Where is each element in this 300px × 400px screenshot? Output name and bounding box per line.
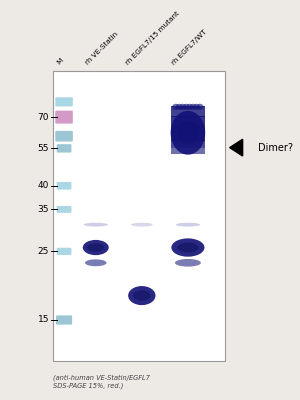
Text: 40: 40 (38, 181, 49, 190)
Bar (171, 125, 205, 133)
Text: 15: 15 (38, 316, 49, 324)
Ellipse shape (175, 259, 201, 266)
Text: rh VE-Statin: rh VE-Statin (84, 31, 119, 66)
Ellipse shape (190, 104, 197, 110)
Ellipse shape (171, 238, 205, 257)
Text: 70: 70 (38, 113, 49, 122)
Text: 25: 25 (38, 247, 49, 256)
Ellipse shape (176, 223, 200, 226)
Ellipse shape (131, 223, 153, 226)
Text: 55: 55 (38, 144, 49, 153)
FancyBboxPatch shape (55, 111, 73, 124)
FancyBboxPatch shape (57, 182, 71, 190)
Ellipse shape (177, 121, 199, 145)
FancyBboxPatch shape (55, 97, 73, 106)
Text: rh EGFL7/WT: rh EGFL7/WT (171, 28, 208, 66)
FancyBboxPatch shape (56, 316, 72, 324)
Bar (171, 132, 205, 141)
Text: M: M (56, 57, 64, 66)
Bar (171, 116, 205, 125)
Bar (171, 140, 205, 148)
Bar (171, 148, 205, 154)
Ellipse shape (179, 104, 186, 110)
Text: (anti-human VE-Statin/EGFL7
SDS-PAGE 15%, red.): (anti-human VE-Statin/EGFL7 SDS-PAGE 15%… (52, 374, 149, 389)
Ellipse shape (133, 290, 151, 301)
Ellipse shape (83, 223, 108, 226)
Ellipse shape (186, 104, 193, 110)
Ellipse shape (193, 104, 200, 110)
Ellipse shape (128, 286, 155, 305)
Text: Dimer?: Dimer? (259, 143, 293, 153)
FancyBboxPatch shape (57, 206, 71, 213)
FancyBboxPatch shape (57, 248, 71, 255)
Ellipse shape (196, 104, 204, 110)
Text: rh EGFL7/15 mutant: rh EGFL7/15 mutant (124, 10, 180, 66)
FancyBboxPatch shape (55, 131, 73, 142)
Ellipse shape (183, 104, 190, 110)
Ellipse shape (177, 242, 199, 252)
Ellipse shape (176, 104, 183, 110)
Ellipse shape (87, 243, 104, 252)
Bar (171, 106, 205, 117)
Polygon shape (230, 139, 243, 156)
Ellipse shape (85, 259, 106, 266)
Ellipse shape (171, 111, 205, 155)
Text: 35: 35 (38, 205, 49, 214)
Bar (52, 71, 225, 361)
Ellipse shape (172, 104, 179, 110)
Ellipse shape (83, 240, 109, 255)
FancyBboxPatch shape (57, 144, 71, 152)
